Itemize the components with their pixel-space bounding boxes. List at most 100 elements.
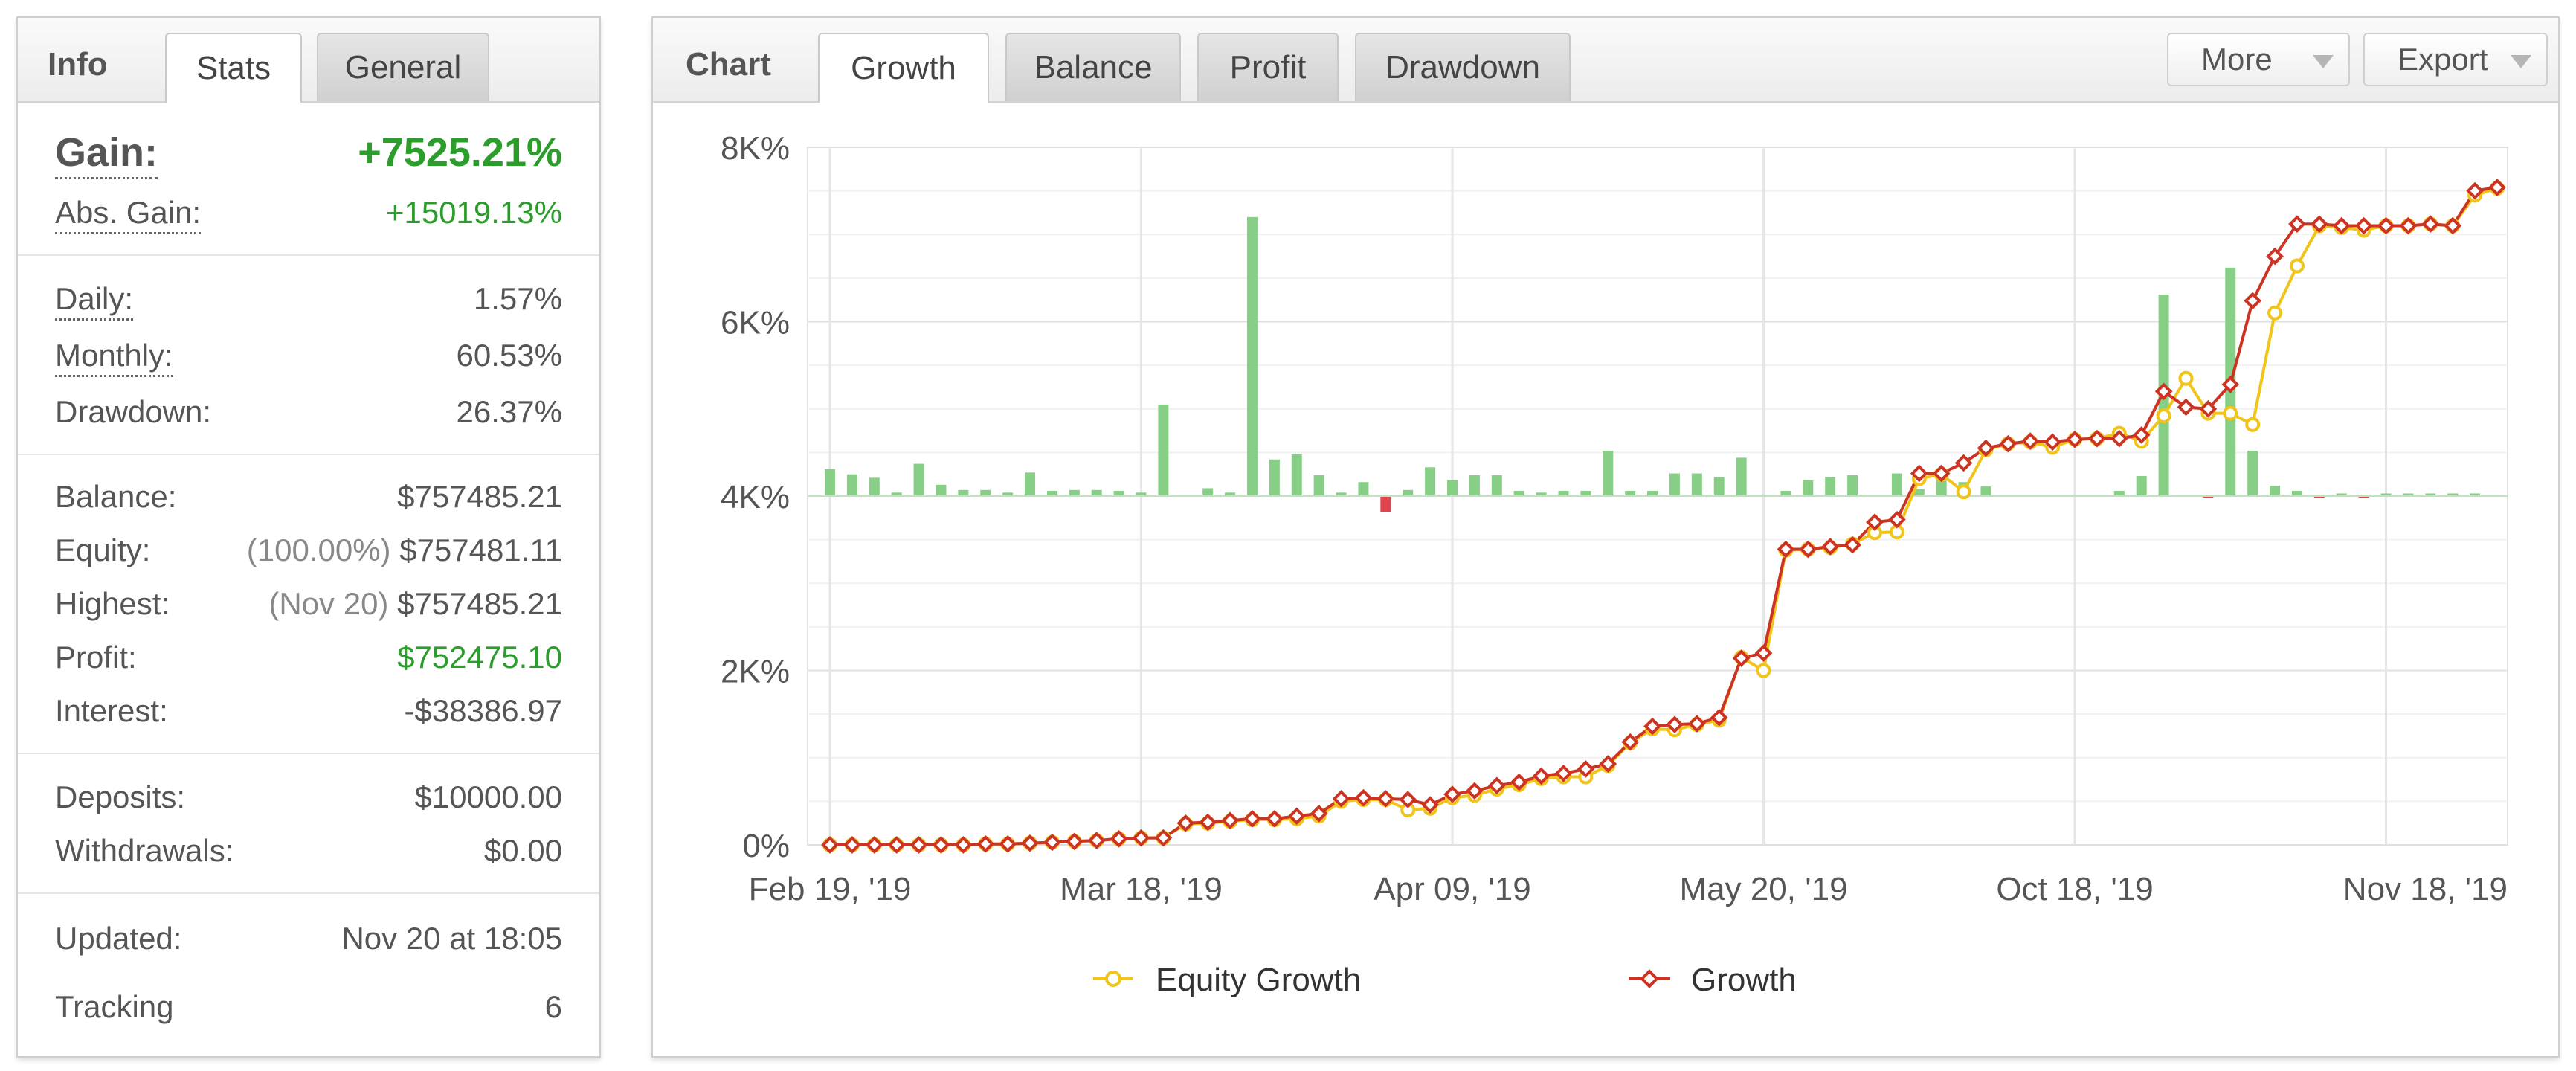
growth-point — [821, 836, 839, 854]
daily-bar — [869, 477, 880, 496]
growth-point — [1310, 804, 1328, 823]
growth-point — [1932, 464, 1951, 483]
updated-value: Nov 20 at 18:05 — [341, 921, 562, 956]
daily-bar — [2270, 485, 2281, 496]
growth-point — [1977, 439, 1995, 457]
daily-bar — [1313, 475, 1324, 496]
tab-drawdown[interactable]: Drawdown — [1355, 33, 1571, 101]
growth-point — [2154, 382, 2173, 401]
daily-bar — [1580, 490, 1591, 496]
growth-point — [1287, 807, 1306, 826]
monthly-value: 60.53% — [456, 338, 562, 373]
growth-point — [2244, 292, 2262, 310]
y-tick-label: 0% — [742, 828, 790, 864]
equity-value: $757481.11 — [399, 533, 562, 567]
interest-label: Interest: — [55, 693, 168, 728]
daily-bar — [1403, 489, 1414, 496]
highest-value: $757485.21 — [397, 586, 562, 621]
tracking-value[interactable]: 6 — [544, 989, 562, 1024]
equity-growth-point — [2178, 370, 2194, 386]
tab-stats[interactable]: Stats — [165, 33, 302, 103]
daily-bar — [1891, 473, 1902, 496]
growth-point — [1710, 708, 1728, 727]
withdrawals-value: $0.00 — [483, 833, 562, 868]
daily-bar — [1980, 486, 1991, 496]
growth-point — [954, 836, 973, 854]
equity-growth-point — [1956, 484, 1971, 500]
growth-point — [2354, 216, 2373, 235]
monthly-label: Monthly: — [55, 338, 173, 377]
daily-bar — [1246, 216, 1258, 496]
gain-value: +7525.21% — [358, 130, 562, 175]
export-button[interactable]: Export — [2363, 33, 2548, 86]
growth-line — [830, 185, 2498, 846]
daily-bar — [2358, 496, 2369, 498]
equity-value-group: (100.00%) $757481.11 — [247, 533, 562, 568]
growth-point — [1421, 796, 1439, 814]
daily-bar — [958, 489, 969, 496]
daily-bar — [1913, 489, 1925, 496]
equity-percent: (100.00%) — [246, 533, 391, 567]
daily-bar — [825, 469, 835, 496]
y-tick-label: 8K% — [721, 130, 790, 167]
info-panel: Info Stats General Gain: +7525.21% Abs. … — [16, 16, 601, 1058]
daily-bar — [2380, 493, 2392, 496]
daily-bar — [1225, 492, 1236, 496]
more-button[interactable]: More — [2167, 33, 2350, 86]
y-tick-label: 4K% — [721, 479, 790, 515]
balance-value: $757485.21 — [397, 479, 562, 514]
growth-point — [1266, 809, 1284, 828]
growth-chart[interactable]: 0% 2K% 4K% 6K% 8K% Feb 19, '19 Mar 18, '19 Apr … — [653, 101, 2558, 1056]
abs-gain-label: Abs. Gain: — [55, 195, 202, 234]
drawdown-value: 26.37% — [456, 394, 562, 429]
growth-point — [1332, 790, 1350, 808]
daily-bar — [1536, 492, 1547, 496]
growth-point — [2066, 430, 2084, 448]
chart-panel-header: Chart Growth Balance Profit Drawdown Mor… — [653, 18, 2558, 103]
equity-growth-point — [2267, 305, 2283, 321]
highest-date: (Nov 20) — [268, 586, 389, 621]
daily-bar — [2113, 490, 2125, 496]
growth-point — [1532, 767, 1551, 785]
growth-point — [2288, 215, 2306, 234]
growth-point — [1021, 834, 1039, 852]
tracking-label[interactable]: Tracking — [55, 989, 174, 1024]
tab-balance[interactable]: Balance — [1005, 33, 1181, 101]
growth-point — [2377, 216, 2395, 235]
daily-bar — [1825, 477, 1836, 496]
x-tick-label: Nov 18, '19 — [2343, 871, 2508, 907]
daily-bar — [1447, 480, 1458, 496]
growth-point — [2199, 399, 2218, 418]
chevron-down-icon — [2511, 55, 2531, 68]
tab-growth[interactable]: Growth — [818, 33, 989, 103]
daily-bar — [1780, 490, 1791, 496]
growth-point — [2421, 215, 2440, 234]
daily-value: 1.57% — [473, 281, 562, 316]
tab-general[interactable]: General — [317, 33, 489, 101]
daily-bar — [1625, 490, 1636, 496]
growth-point — [2044, 433, 2061, 451]
x-tick-label: Feb 19, '19 — [749, 871, 912, 907]
equity-growth-point — [2223, 405, 2238, 421]
gain-label: Gain: — [55, 129, 158, 179]
growth-point — [1176, 814, 1195, 832]
daily-bar — [2403, 493, 2414, 496]
growth-point — [1888, 510, 1906, 529]
growth-point — [1910, 464, 1928, 483]
daily-bar — [1158, 404, 1169, 496]
tab-profit[interactable]: Profit — [1197, 33, 1339, 101]
chart-panel-title: Chart — [686, 46, 771, 83]
growth-point — [1399, 791, 1417, 808]
growth-point — [2399, 216, 2418, 235]
daily-bar — [2313, 496, 2325, 498]
daily-bar — [1380, 496, 1391, 512]
growth-point — [932, 836, 950, 854]
growth-point — [1732, 649, 1751, 667]
daily-bar — [1069, 489, 1080, 496]
legend-growth-marker — [1640, 969, 1659, 988]
growth-point — [1510, 773, 1528, 791]
growth-point — [1221, 811, 1239, 829]
profit-value: $752475.10 — [397, 640, 562, 675]
chevron-down-icon — [2313, 55, 2334, 68]
daily-bar — [2247, 451, 2258, 496]
